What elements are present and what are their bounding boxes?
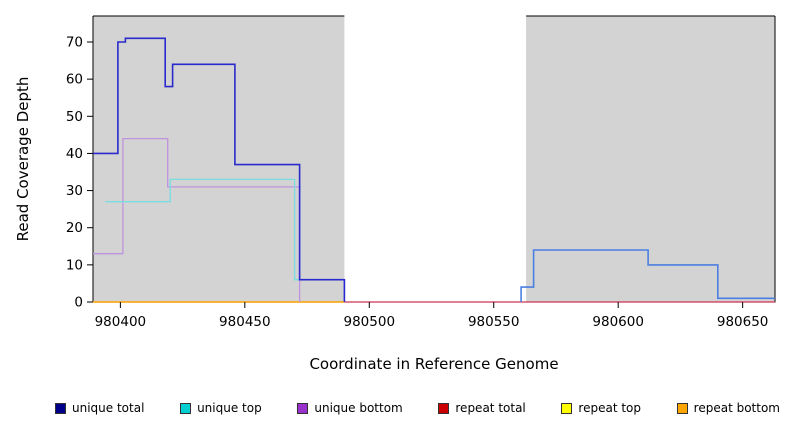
legend-swatch-unique-total	[55, 402, 66, 414]
y-tick-label: 50	[66, 109, 83, 125]
legend-label: unique bottom	[314, 401, 403, 415]
series-line-unique-total	[93, 37, 346, 302]
y-tick-label: 20	[66, 220, 83, 236]
legend-label: unique total	[72, 401, 145, 415]
legend-item-repeat-top: repeat top	[561, 401, 641, 415]
x-tick-label: 980550	[468, 314, 520, 330]
legend-item-unique-top: unique top	[180, 401, 262, 415]
legend-label: repeat top	[578, 401, 642, 415]
legend-swatch-repeat-total	[438, 402, 450, 414]
legend-label: repeat total	[455, 401, 526, 415]
x-axis-title: Coordinate in Reference Genome	[309, 355, 558, 373]
y-axis-title: Read Coverage Depth	[14, 77, 32, 242]
y-tick-label: 30	[66, 183, 83, 199]
series-line-unique-total	[520, 249, 775, 302]
legend-item-repeat-total: repeat total	[438, 401, 526, 415]
legend-swatch-repeat-top	[561, 402, 573, 414]
y-tick-label: 60	[66, 72, 83, 88]
x-tick-label: 980450	[219, 314, 271, 330]
x-tick-label: 980400	[95, 314, 147, 330]
legend-swatch-unique-bottom	[297, 402, 309, 414]
x-tick-label: 980500	[344, 314, 396, 330]
legend-item-unique-bottom: unique bottom	[297, 401, 403, 415]
x-tick-label: 980650	[717, 314, 769, 330]
legend-swatch-unique-top	[180, 402, 192, 414]
y-tick-label: 70	[66, 35, 83, 51]
legend-label: unique top	[197, 401, 262, 415]
x-tick-label: 980600	[592, 314, 644, 330]
coverage-chart: Coordinate in Reference Genome Read Cove…	[14, 8, 776, 373]
unmasked-region	[344, 8, 527, 303]
y-tick-label: 10	[66, 257, 83, 273]
legend-item-unique-total: unique total	[55, 401, 144, 415]
legend-label: repeat bottom	[693, 401, 780, 415]
y-tick-label: 40	[66, 146, 83, 162]
legend-item-repeat-bottom: repeat bottom	[676, 401, 780, 415]
legend-swatch-repeat-bottom	[676, 402, 688, 414]
y-tick-label: 0	[74, 295, 83, 311]
legend: unique total unique top unique bottom repea…	[55, 399, 780, 417]
